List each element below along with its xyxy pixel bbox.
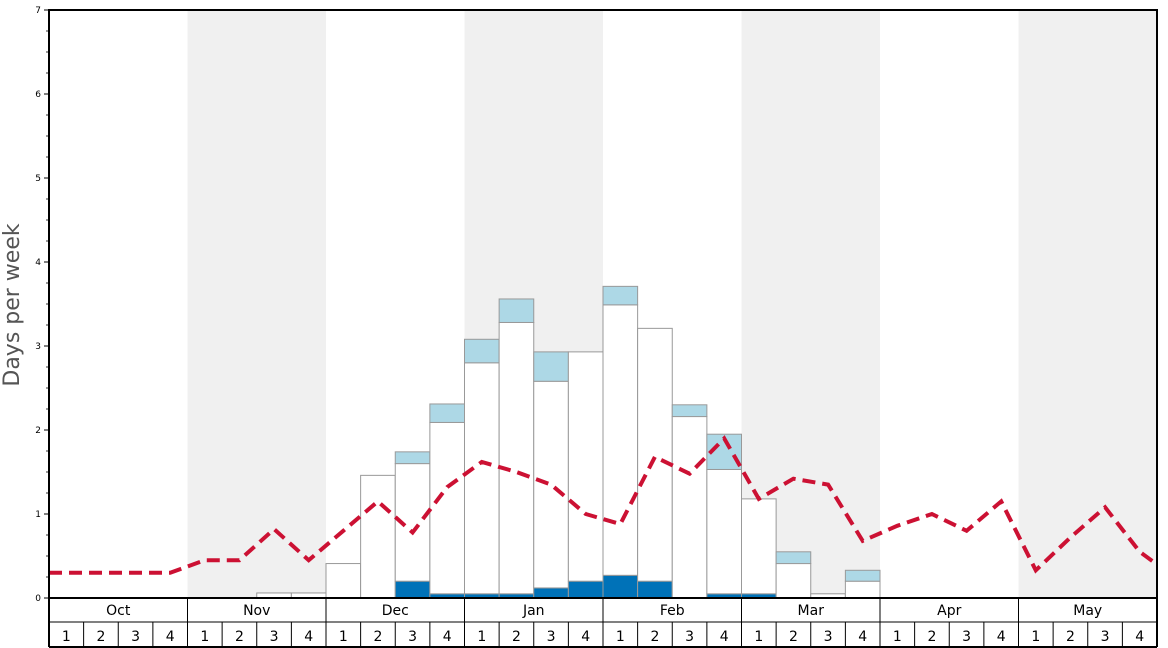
week-label: 4 — [720, 629, 729, 645]
month-label-oct: Oct — [106, 603, 131, 619]
bar-white-19 — [706, 468, 742, 595]
y-tick-label-6: 6 — [35, 90, 41, 100]
week-label: 3 — [270, 629, 279, 645]
week-label: 4 — [997, 629, 1006, 645]
month-label-dec: Dec — [382, 603, 409, 619]
bar-light-blue-12 — [464, 338, 500, 364]
week-label: 2 — [96, 629, 105, 645]
bar-white-20 — [741, 498, 777, 595]
bar-light-blue-18 — [671, 404, 708, 418]
week-label: 4 — [858, 629, 867, 645]
week-label: 3 — [962, 629, 971, 645]
month-label-nov: Nov — [243, 603, 270, 619]
month-label-may: May — [1073, 603, 1102, 619]
month-band-apr — [880, 10, 1019, 598]
month-band-oct — [49, 10, 188, 598]
y-tick-label-3: 3 — [35, 342, 41, 352]
bar-light-blue-14 — [533, 351, 569, 382]
bar-dark-blue-10 — [394, 580, 431, 599]
week-label: 3 — [1101, 629, 1110, 645]
bar-dark-blue-16 — [602, 574, 639, 599]
month-label-mar: Mar — [798, 603, 825, 619]
bar-light-blue-10 — [394, 451, 431, 465]
bar-white-8 — [325, 563, 362, 599]
y-tick-label-0: 0 — [35, 594, 41, 604]
week-label: 1 — [754, 629, 763, 645]
week-label: 2 — [512, 629, 521, 645]
week-label: 2 — [650, 629, 659, 645]
week-label: 1 — [1031, 629, 1040, 645]
bar-dark-blue-14 — [533, 587, 569, 599]
y-tick-label-5: 5 — [35, 174, 41, 184]
week-label: 2 — [235, 629, 244, 645]
bar-light-blue-16 — [602, 285, 639, 306]
bar-light-blue-23 — [844, 569, 881, 582]
week-label: 3 — [685, 629, 694, 645]
y-axis-label: Days per week — [0, 223, 25, 386]
bar-light-blue-11 — [429, 403, 465, 423]
y-tick-label-1: 1 — [35, 510, 41, 520]
week-label: 1 — [62, 629, 71, 645]
bar-white-16 — [602, 304, 639, 576]
bar-white-9 — [360, 474, 396, 599]
week-label: 2 — [373, 629, 382, 645]
week-label: 4 — [443, 629, 452, 645]
week-label: 2 — [927, 629, 936, 645]
y-tick-label-4: 4 — [35, 258, 41, 268]
week-label: 3 — [824, 629, 833, 645]
bar-white-11 — [429, 421, 465, 595]
week-label: 3 — [408, 629, 417, 645]
week-label: 4 — [1135, 629, 1144, 645]
bar-light-blue-13 — [498, 298, 535, 323]
bar-white-17 — [637, 327, 673, 582]
month-band-may — [1018, 10, 1157, 598]
month-band-nov — [187, 10, 326, 598]
bar-light-blue-21 — [775, 551, 812, 565]
bar-dark-blue-17 — [637, 580, 673, 599]
bar-white-23 — [844, 580, 881, 599]
month-label-jan: Jan — [522, 603, 545, 619]
bar-dark-blue-15 — [567, 580, 604, 599]
bar-white-21 — [775, 563, 812, 599]
week-label: 2 — [789, 629, 798, 645]
bar-white-13 — [498, 321, 535, 595]
y-tick-label-7: 7 — [35, 6, 41, 16]
week-label: 1 — [893, 629, 902, 645]
y-axis: 0 1 2 3 4 5 6 7 — [35, 6, 49, 604]
week-label: 4 — [304, 629, 313, 645]
month-label-apr: Apr — [937, 603, 961, 619]
bar-white-14 — [533, 380, 569, 589]
x-axis: Oct 1 2 3 4 Nov 1 2 3 4 Dec 1 2 3 4 Jan 1 2 3 4 Feb 1 2 3 4 Mar 1 2… — [48, 598, 1158, 648]
month-label-feb: Feb — [660, 603, 685, 619]
bars — [256, 285, 881, 599]
week-label: 4 — [166, 629, 175, 645]
week-label: 2 — [1066, 629, 1075, 645]
trend-line — [49, 435, 1159, 575]
week-label: 1 — [477, 629, 486, 645]
bar-white-12 — [464, 362, 500, 595]
week-label: 3 — [547, 629, 556, 645]
week-label: 1 — [339, 629, 348, 645]
y-tick-label-2: 2 — [35, 426, 41, 436]
plot-frame — [48, 9, 1158, 599]
week-label: 4 — [581, 629, 590, 645]
bar-white-15 — [567, 351, 604, 582]
week-label: 1 — [616, 629, 625, 645]
week-label: 1 — [200, 629, 209, 645]
bar-white-18 — [671, 416, 708, 599]
week-label: 3 — [131, 629, 140, 645]
